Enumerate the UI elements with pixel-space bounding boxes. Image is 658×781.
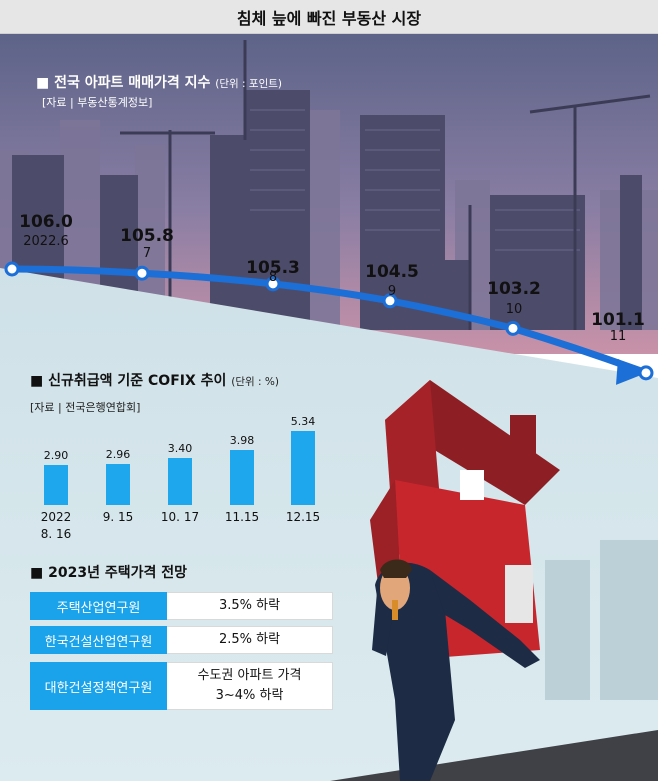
bar-value-label: 3.98 — [229, 434, 255, 448]
square-bullet-icon: ■ — [30, 565, 49, 581]
data-point — [265, 276, 281, 292]
forecast-row: 대한건설정책연구원 수도권 아파트 가격 3~4% 하락 — [30, 662, 333, 710]
forecast-title: ■ 2023년 주택가격 전망 — [30, 565, 187, 581]
forecast-value-line: 3~4% 하락 — [215, 688, 284, 703]
data-point — [505, 320, 521, 336]
forecast-org: 대한건설정책연구원 — [30, 662, 167, 710]
line-value-label: 105.8 — [120, 226, 174, 246]
line-x-label: 7 — [142, 246, 152, 261]
forecast-value: 수도권 아파트 가격 3~4% 하락 — [167, 662, 333, 710]
price-section-title: ■ 전국 아파트 매매가격 지수 (단위 : 포인트) — [36, 75, 283, 91]
bar-value-label: 5.34 — [290, 415, 316, 429]
bar-category-line: 8. 16 — [40, 527, 72, 541]
bar-category-label: 9. 15 — [103, 509, 134, 526]
arrowhead-icon — [616, 358, 644, 385]
forecast-row: 한국건설산업연구원 2.5% 하락 — [30, 626, 333, 654]
cofix-bar — [230, 450, 254, 505]
data-point — [134, 265, 150, 281]
forecast-row: 주택산업연구원 3.5% 하락 — [30, 592, 333, 620]
bar-value-label: 2.96 — [105, 448, 131, 462]
bar-category-line: 9. 15 — [102, 510, 134, 524]
price-source: [자료 | 부동산통계정보] — [42, 96, 153, 109]
forecast-org: 한국건설산업연구원 — [30, 626, 167, 654]
line-value-label: 106.0 — [19, 212, 73, 232]
forecast-org: 주택산업연구원 — [30, 592, 167, 620]
square-bullet-icon: ■ — [36, 75, 55, 91]
bar-value-label: 2.90 — [43, 448, 69, 462]
cofix-source: [자료 | 전국은행연합회] — [30, 401, 141, 414]
line-value-label: 104.5 — [365, 262, 419, 282]
bar-category-label: 11.15 — [225, 509, 259, 526]
line-x-label: 9 — [387, 284, 397, 299]
cofix-bar — [291, 431, 315, 505]
forecast-value: 2.5% 하락 — [167, 626, 333, 654]
bar-category-label: 10. 17 — [161, 509, 199, 526]
data-point — [382, 293, 398, 309]
line-value-label: 101.1 — [591, 310, 645, 330]
page-title: 침체 늪에 빠진 부동산 시장 — [0, 0, 658, 34]
data-point — [638, 365, 654, 381]
bar-category-line: 11.15 — [224, 510, 260, 524]
bar-category-line: 10. 17 — [160, 510, 200, 524]
cofix-unit: (단위 : %) — [231, 376, 279, 388]
bar-value-label: 3.40 — [167, 442, 193, 456]
bar-category-label: 2022 8. 16 — [41, 509, 72, 543]
cofix-bar — [44, 464, 68, 505]
line-x-label: 8 — [268, 270, 278, 285]
square-bullet-icon: ■ — [30, 373, 49, 389]
cofix-bar — [106, 464, 130, 505]
forecast-value-line: 수도권 아파트 가격 — [197, 668, 302, 683]
line-x-label: 2022.6 — [23, 234, 69, 249]
cofix-bar — [168, 458, 192, 505]
right-buildings — [545, 540, 658, 700]
bar-category-line: 12.15 — [285, 510, 321, 524]
line-value-label: 103.2 — [487, 279, 541, 299]
price-unit: (단위 : 포인트) — [215, 78, 283, 90]
line-x-label: 11 — [609, 329, 627, 344]
cofix-section-title: ■ 신규취급액 기준 COFIX 추이 (단위 : %) — [30, 373, 279, 389]
data-point — [4, 261, 20, 277]
line-value-label: 105.3 — [246, 258, 300, 278]
man-icon — [372, 559, 540, 781]
forecast-value: 3.5% 하락 — [167, 592, 333, 620]
bar-category-label: 12.15 — [286, 509, 320, 526]
line-x-label: 10 — [505, 302, 523, 317]
price-index-line — [8, 265, 650, 377]
bar-category-line: 2022 — [40, 510, 72, 524]
building-windows — [250, 109, 580, 251]
